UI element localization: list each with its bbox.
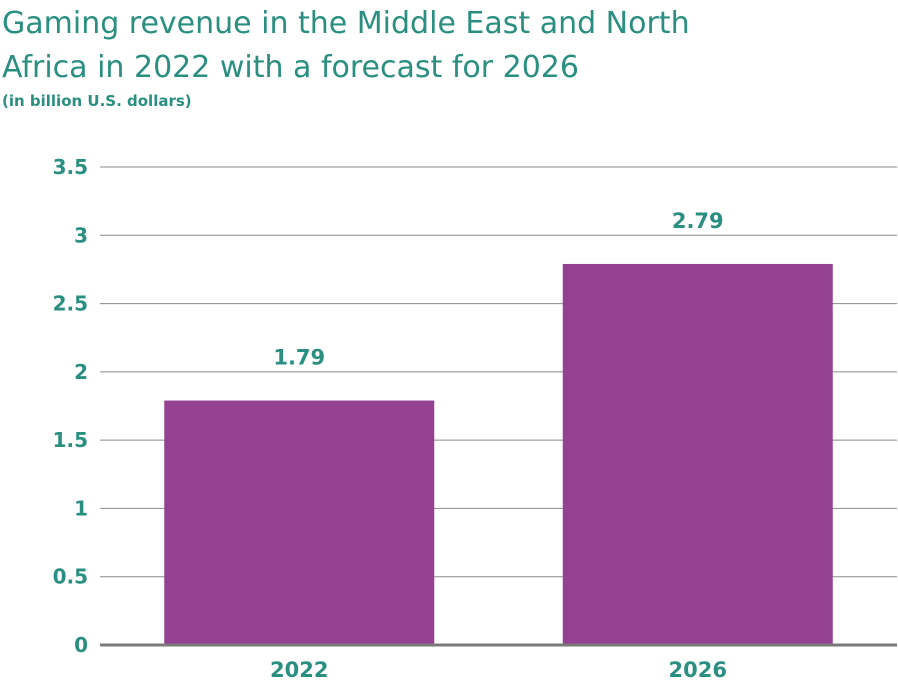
category-labels: 2022 2026 [270, 658, 727, 682]
y-tick-label: 1.5 [53, 428, 88, 452]
y-tick-label: 1 [74, 496, 88, 520]
y-tick-label: 2 [74, 360, 88, 384]
y-tick-label: 3 [74, 223, 88, 247]
chart-title-line-1: Gaming revenue in the Middle East and No… [2, 6, 690, 41]
chart-title: Gaming revenue in the Middle East and No… [2, 2, 882, 90]
data-label-2026: 2.79 [672, 209, 724, 233]
data-labels: 1.79 2.79 [273, 209, 723, 370]
bar-2026 [562, 263, 833, 645]
chart-subtitle: (in billion U.S. dollars) [2, 92, 192, 110]
bars [164, 263, 833, 645]
bar-2022 [164, 400, 435, 645]
data-label-2022: 1.79 [273, 346, 325, 370]
y-tick-label: 0.5 [53, 565, 88, 589]
y-axis-ticks: 0 0.5 1 1.5 2 2.5 3 3.5 [53, 155, 88, 657]
y-tick-label: 0 [74, 633, 88, 657]
category-label-2022: 2022 [270, 658, 328, 682]
chart-title-line-2: Africa in 2022 with a forecast for 2026 [2, 50, 579, 85]
y-tick-label: 2.5 [53, 292, 88, 316]
category-label-2026: 2026 [669, 658, 727, 682]
y-tick-label: 3.5 [53, 155, 88, 179]
